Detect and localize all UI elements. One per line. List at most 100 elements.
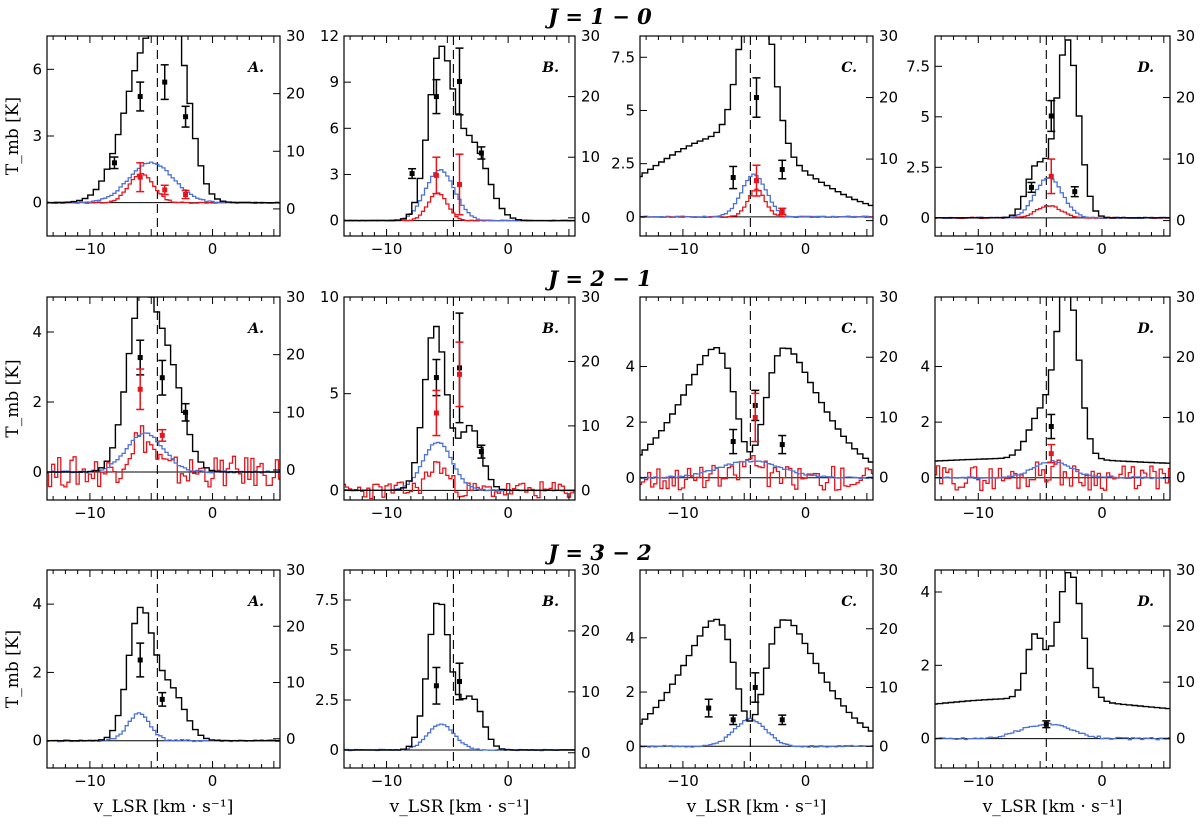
row-title: J = 2 − 1	[544, 266, 652, 291]
data-point-black-marker	[159, 375, 165, 381]
y2-tick-label: 20	[581, 622, 600, 640]
panel-label: C.	[841, 60, 857, 76]
series-black	[935, 39, 1170, 219]
y-tick-label: 6	[329, 119, 339, 137]
axes-frame	[46, 35, 281, 237]
y-tick-label: 9	[329, 73, 339, 91]
y2-tick-label: 0	[1176, 212, 1186, 230]
panel: −10 0 0 2 4 0 10 20 30 D.	[920, 561, 1195, 790]
y-tick-label: 3	[32, 127, 42, 145]
y2-tick-label: 30	[1176, 27, 1195, 45]
y2-tick-label: 0	[1176, 469, 1186, 487]
y2-tick-label: 0	[286, 461, 296, 479]
y-tick-label: 0	[329, 212, 339, 230]
y2-tick-label: 30	[286, 27, 305, 45]
axes-frame	[639, 35, 874, 237]
data-point-black	[752, 77, 761, 118]
series-blue	[47, 161, 280, 204]
y-tick-label: 0	[32, 732, 42, 750]
x-axis-label: v_LSR [km · s⁻¹]	[686, 797, 827, 817]
data-point-black-marker	[779, 167, 785, 173]
series-black	[47, 606, 280, 742]
y-tick-label: 0	[625, 469, 635, 487]
panel: −10 0 0 5 10 0 10 20 30 B.	[320, 288, 600, 522]
data-point-red-marker	[159, 432, 165, 438]
series-black	[935, 572, 1170, 710]
data-point-black-marker	[457, 678, 462, 684]
data-point-red-marker	[457, 371, 462, 377]
plot-area	[47, 570, 280, 768]
data-point-red	[778, 207, 787, 216]
series-black	[344, 45, 575, 222]
data-point-black-marker	[409, 171, 415, 177]
x-tick-label: −10	[962, 240, 994, 258]
data-point-black-marker	[1072, 189, 1078, 195]
data-point-black	[136, 81, 145, 112]
x-tick-label: −10	[962, 504, 994, 522]
panel: −10 0 0 3 6 9 12 0 10 20 30 B.	[320, 27, 600, 258]
y2-tick-label: 10	[581, 683, 600, 701]
data-point-black-marker	[159, 696, 165, 702]
data-point-red	[136, 162, 145, 193]
y2-tick-label: 10	[879, 679, 898, 697]
y2-tick-label: 30	[581, 27, 600, 45]
y-tick-label: 0	[32, 463, 42, 481]
series-blue	[935, 722, 1170, 741]
panel-label: B.	[541, 60, 559, 76]
panel-label: D.	[1136, 60, 1154, 76]
data-point-black-marker	[730, 717, 736, 723]
y-tick-label: 2	[32, 393, 42, 411]
x-tick-label: −10	[667, 504, 699, 522]
x-tick-label: 0	[1097, 504, 1107, 522]
data-point-black	[729, 714, 738, 726]
plot-area	[47, 36, 280, 236]
y-tick-label: 2	[920, 413, 930, 431]
data-point-black	[1027, 181, 1036, 194]
data-point-red-marker	[457, 181, 462, 187]
y2-tick-label: 0	[1176, 729, 1186, 747]
data-point-red-marker	[137, 386, 143, 392]
data-point-black	[1047, 413, 1056, 440]
data-point-red	[751, 392, 760, 443]
x-tick-label: −10	[371, 240, 403, 258]
y-tick-label: 0	[920, 469, 930, 487]
y-axis-label: T_mb [K]	[3, 97, 23, 175]
data-point-black	[751, 672, 760, 703]
plot-area	[47, 297, 280, 500]
panel: −10 0 0 3 6 0 10 20 30 A.	[32, 27, 305, 258]
y2-tick-label: 0	[286, 200, 296, 218]
y2-tick-label: 20	[879, 348, 898, 366]
data-point-black-marker	[137, 94, 143, 100]
data-point-black	[477, 146, 486, 160]
data-point-red-marker	[433, 410, 439, 416]
y-tick-label: 4	[625, 358, 635, 376]
series-black	[47, 297, 280, 473]
data-point-black	[778, 159, 787, 180]
plot-area	[344, 570, 575, 768]
data-point-black	[432, 666, 441, 705]
y2-tick-label: 10	[286, 403, 305, 421]
y2-tick-label: 10	[1176, 408, 1195, 426]
y2-tick-label: 10	[581, 148, 600, 166]
y2-tick-label: 30	[879, 27, 898, 45]
y2-tick-label: 0	[879, 737, 889, 755]
plot-area	[640, 36, 873, 236]
y-tick-label: 6	[32, 60, 42, 78]
plot-area	[640, 570, 873, 768]
series-black	[640, 618, 873, 732]
data-point-black-marker	[457, 78, 462, 84]
y2-tick-label: 30	[581, 561, 600, 579]
panel: −10 0 0 2.5 5 7.5 0 10 20 30 D.	[906, 27, 1195, 258]
y2-tick-label: 0	[581, 209, 591, 227]
data-point-black	[158, 691, 167, 707]
panel: −10 0 0 2 4 0 10 20 30 A.	[32, 288, 305, 522]
y2-tick-label: 10	[286, 142, 305, 160]
data-point-black-marker	[730, 175, 736, 181]
data-point-red-marker	[1048, 173, 1054, 179]
data-point-red-marker	[433, 172, 439, 178]
series-black	[640, 36, 873, 207]
x-tick-label: −10	[371, 504, 403, 522]
series-red	[935, 205, 1170, 219]
data-point-red-marker	[752, 414, 758, 420]
plot-area	[344, 36, 575, 236]
